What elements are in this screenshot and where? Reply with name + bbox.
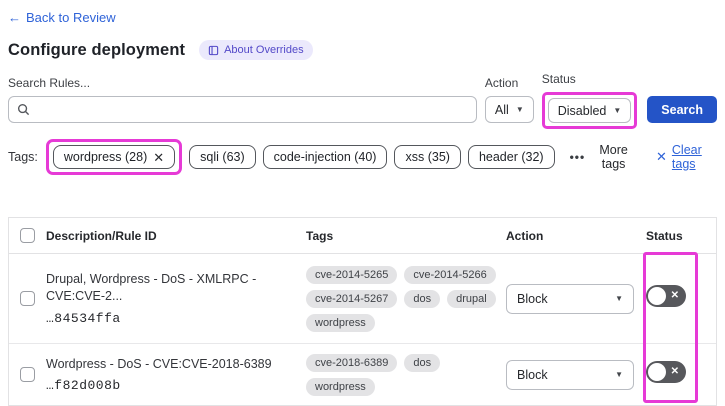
row-checkbox[interactable] (20, 367, 35, 382)
action-select[interactable]: Block ▼ (506, 359, 634, 390)
ellipsis-icon: ••• (569, 150, 586, 164)
status-toggle-off[interactable]: ✕ (646, 285, 686, 307)
rule-status-cell: ✕ (646, 361, 716, 388)
rule-tag-pill: dos (404, 353, 441, 372)
table-row: Drupal, Wordpress - DoS - XMLRPC - CVE:C… (9, 254, 716, 344)
clear-x-icon: ✕ (656, 149, 667, 164)
search-icon (17, 103, 30, 116)
status-filter-label: Status (541, 72, 576, 86)
column-header-description: Description/Rule ID (46, 228, 157, 243)
table-row: Wordpress - DoS - CVE:CVE-2018-6389 …f82… (9, 344, 716, 405)
header-checkbox-cell (9, 228, 46, 243)
selected-tag-highlight-box: wordpress (28) ✕ (45, 139, 183, 175)
status-toggle-off[interactable]: ✕ (646, 361, 686, 383)
rule-tags-cell: cve-2014-5265 cve-2014-5266 cve-2014-5267 d… (306, 265, 506, 332)
row-tags: cve-2014-5265 cve-2014-5266 cve-2014-5267 d… (306, 265, 498, 332)
search-rules-input[interactable] (36, 102, 468, 117)
row-tags: cve-2018-6389 dos wordpress (306, 353, 498, 396)
rule-tag-pill: cve-2018-6389 (306, 353, 398, 372)
chevron-down-icon: ▼ (615, 370, 623, 379)
toggle-knob (648, 287, 666, 305)
book-icon (208, 45, 219, 55)
rule-tag-pill: dos (404, 289, 441, 308)
status-filter-dropdown[interactable]: Disabled ▼ (547, 98, 632, 123)
remove-tag-icon[interactable]: ✕ (153, 149, 165, 165)
action-select-value: Block (517, 291, 548, 306)
status-filter-value: Disabled (557, 103, 607, 118)
rules-table: Description/Rule ID Tags Action Status D… (8, 217, 717, 406)
rule-tag-pill: drupal (447, 289, 496, 308)
column-header-tags: Tags (306, 228, 334, 243)
action-filter-group: Action All ▼ (484, 76, 534, 123)
chevron-down-icon: ▼ (615, 294, 623, 303)
chevron-down-icon: ▼ (515, 105, 524, 114)
back-to-review-link[interactable]: ← Back to Review (8, 10, 116, 25)
rule-tag-pill: wordpress (306, 377, 375, 396)
back-link-label: Back to Review (26, 10, 116, 25)
action-select[interactable]: Block ▼ (506, 283, 634, 314)
select-all-checkbox[interactable] (20, 228, 35, 243)
status-filter-highlight-box: Disabled ▼ (541, 92, 638, 129)
row-checkbox-cell (9, 291, 46, 306)
rule-description: Drupal, Wordpress - DoS - XMLRPC - CVE:C… (46, 272, 257, 303)
tags-bar: Tags: wordpress (28) ✕ sqli (63) code-in… (8, 139, 717, 175)
column-header-action: Action (506, 228, 544, 243)
table-body: Drupal, Wordpress - DoS - XMLRPC - CVE:C… (9, 254, 716, 405)
toggle-knob (648, 363, 666, 381)
rule-status-cell: ✕ (646, 285, 716, 312)
rule-description-cell: Wordpress - DoS - CVE:CVE-2018-6389 …f82… (46, 356, 306, 394)
rule-tag-pill: cve-2014-5266 (404, 265, 496, 284)
more-tags-button[interactable]: ••• More tags (570, 143, 635, 171)
tags-label: Tags: (8, 150, 38, 164)
tag-pill-sqli[interactable]: sqli (63) (189, 145, 256, 169)
rule-action-cell: Block ▼ (506, 359, 646, 390)
clear-tags-link[interactable]: ✕ Clear tags (656, 143, 717, 171)
clear-tags-label: Clear tags (671, 143, 702, 171)
column-header-status: Status (646, 228, 683, 243)
rule-tag-pill: cve-2014-5267 (306, 289, 398, 308)
rule-description-cell: Drupal, Wordpress - DoS - XMLRPC - CVE:C… (46, 271, 306, 326)
search-button[interactable]: Search (647, 96, 717, 123)
action-select-value: Block (517, 367, 548, 382)
filter-row: Search Rules... Action All ▼ Status Disa… (8, 72, 717, 129)
rule-tag-pill: wordpress (306, 313, 375, 332)
action-filter-label: Action (484, 76, 519, 90)
status-filter-group: Status Disabled ▼ (541, 72, 638, 129)
about-overrides-badge[interactable]: About Overrides (199, 40, 313, 60)
rule-tags-cell: cve-2018-6389 dos wordpress (306, 353, 506, 396)
table-header-row: Description/Rule ID Tags Action Status (9, 218, 716, 254)
rule-id: …f82d008b (46, 378, 121, 394)
action-filter-dropdown[interactable]: All ▼ (484, 96, 534, 123)
search-group: Search Rules... (8, 76, 477, 123)
tag-pill-code-injection[interactable]: code-injection (40) (262, 145, 388, 169)
selected-tag-label: wordpress (28) (63, 150, 148, 164)
toggle-x-icon: ✕ (670, 366, 679, 377)
chevron-down-icon: ▼ (613, 106, 622, 115)
action-filter-value: All (494, 102, 509, 117)
tag-pill-wordpress-selected[interactable]: wordpress (28) ✕ (52, 145, 176, 169)
about-overrides-label: About Overrides (224, 44, 304, 56)
rule-tag-pill: cve-2014-5265 (306, 265, 398, 284)
search-box[interactable] (8, 96, 477, 123)
more-tags-label: More tags (599, 143, 628, 171)
tag-pill-header[interactable]: header (32) (467, 145, 555, 169)
tag-pill-xss[interactable]: xss (35) (394, 145, 461, 169)
rule-action-cell: Block ▼ (506, 283, 646, 314)
row-checkbox-cell (9, 367, 46, 382)
page-title: Configure deployment (8, 40, 186, 59)
rule-description: Wordpress - DoS - CVE:CVE-2018-6389 (46, 356, 272, 371)
row-checkbox[interactable] (20, 291, 35, 306)
rule-id: …84534ffa (46, 310, 121, 326)
back-arrow-icon: ← (8, 10, 21, 25)
title-row: Configure deployment About Overrides (8, 40, 717, 60)
toggle-x-icon: ✕ (670, 290, 679, 301)
search-rules-label: Search Rules... (8, 76, 91, 90)
